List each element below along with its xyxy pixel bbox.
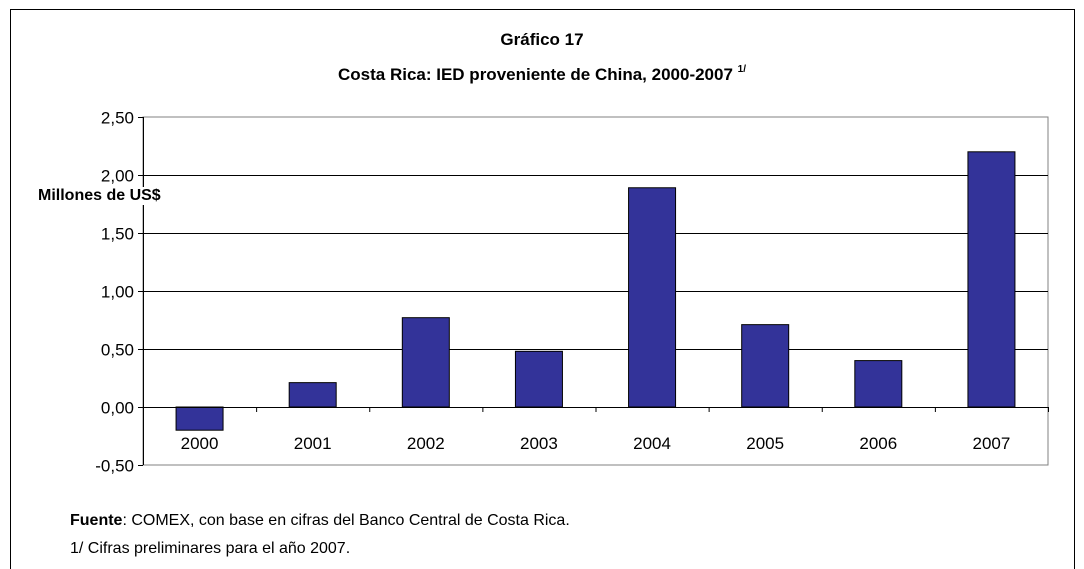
x-tick-label: 2003 (520, 434, 558, 453)
bar-2003 (514, 350, 563, 408)
x-tick-label: 2005 (746, 434, 784, 453)
bar-2006 (854, 360, 903, 408)
bar-2004 (628, 187, 677, 408)
bar-2001 (288, 382, 337, 408)
footnote: 1/ Cifras preliminares para el año 2007. (70, 540, 351, 557)
bar-2000 (175, 406, 224, 431)
y-tick-label: 1,50 (101, 225, 134, 244)
y-tick-label: 0,00 (101, 399, 134, 418)
chart-frame (10, 9, 1075, 569)
bar-2007 (967, 151, 1016, 408)
source-label: Fuente (70, 512, 123, 529)
x-tick-label: 2000 (181, 434, 219, 453)
y-tick-label: 1,00 (101, 283, 134, 302)
y-tick-label: 2,00 (101, 167, 134, 186)
x-tick-label: 2002 (407, 434, 445, 453)
y-tick-label: -0,50 (95, 457, 134, 476)
x-tick-label: 2004 (633, 434, 671, 453)
chart-title: Gráfico 17 (500, 30, 584, 49)
source-text: : COMEX, con base en cifras del Banco Ce… (122, 512, 570, 529)
y-tick-label: 2,50 (101, 109, 134, 128)
y-axis-label: Millones de US$ (38, 187, 161, 205)
chart-subtitle: Costa Rica: IED proveniente de China, 20… (0, 64, 1084, 85)
bar-2002 (401, 317, 450, 408)
y-tick-label: 0,50 (101, 341, 134, 360)
subtitle-footnote-marker: 1/ (737, 64, 746, 75)
bar-2005 (741, 324, 790, 408)
x-tick-label: 2007 (973, 434, 1011, 453)
x-tick-label: 2001 (294, 434, 332, 453)
source-line: Fuente: COMEX, con base en cifras del Ba… (70, 512, 570, 530)
x-tick-label: 2006 (859, 434, 897, 453)
chart-subtitle-text: Costa Rica: IED proveniente de China, 20… (338, 65, 733, 84)
